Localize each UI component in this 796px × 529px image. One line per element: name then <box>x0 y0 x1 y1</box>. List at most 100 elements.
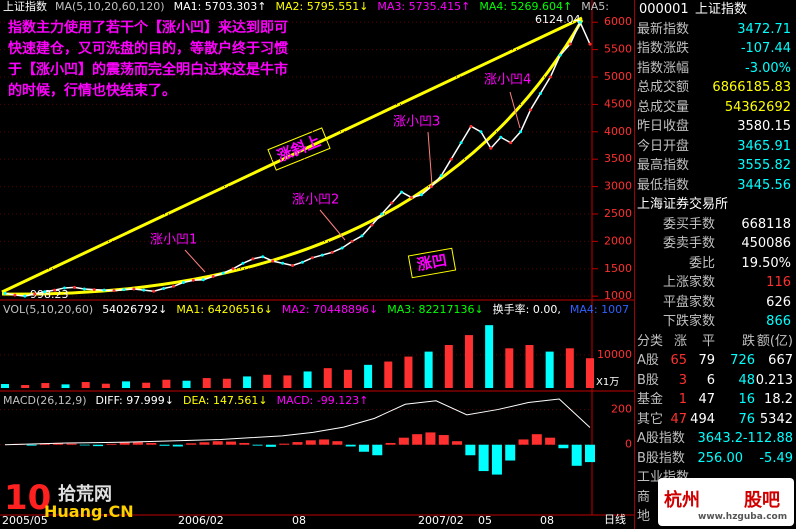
logo-name: 拾荒网 <box>58 484 112 505</box>
indicator-value: MA4: 5269.604↑ <box>479 0 572 13</box>
quote-row: 000001 上证指数 <box>635 0 795 19</box>
y-tick-label: 1000 <box>604 289 632 302</box>
quote-cell: 256.00 <box>697 450 744 466</box>
diff-line <box>4 398 591 446</box>
quote-cell: 0.213 <box>755 372 793 388</box>
price-point <box>340 246 344 250</box>
price-point <box>509 141 513 145</box>
price-point <box>558 53 562 57</box>
price-point <box>201 278 205 282</box>
price-point <box>489 146 493 150</box>
indicator-value: MA2: 5795.551↓ <box>276 0 369 13</box>
price-point <box>122 288 126 292</box>
dip-label: 涨小凹1 <box>150 233 197 248</box>
indicator-name: 上证指数 <box>3 0 47 13</box>
quote-cell: 最新指数 <box>637 21 690 37</box>
y-tick-label: 1500 <box>604 262 632 275</box>
y-tick-label: 3500 <box>604 152 632 165</box>
price-point <box>13 293 17 297</box>
quote-row: 地 <box>635 507 795 526</box>
macd-bar <box>345 444 356 447</box>
trend-label: 涨凹 <box>416 251 449 274</box>
macd-bar <box>531 434 542 445</box>
logo-city: 杭州 <box>664 490 700 511</box>
volume-bar <box>343 369 352 388</box>
quote-row: 基金 1 47 16 18.2 <box>635 390 795 409</box>
price-point <box>221 271 225 275</box>
volume-bar <box>81 382 90 388</box>
quote-row: 上涨家数 116 <box>635 273 795 292</box>
macd-bar <box>79 444 90 446</box>
macd-bar <box>319 439 330 445</box>
quote-cell: 6866185.83 <box>712 80 791 95</box>
quote-cell: 000001 <box>639 2 689 17</box>
price-point <box>350 239 354 243</box>
dip-label: 涨小凹4 <box>484 73 531 88</box>
quote-row: 指数涨幅 -3.00% <box>635 59 795 78</box>
price-point <box>251 257 255 261</box>
quote-row: 最新指数 3472.71 <box>635 20 795 39</box>
quote-cell: 今日开盘 <box>637 138 690 154</box>
quote-row: 委卖手数 450086 <box>635 234 795 253</box>
macd-bar <box>93 444 104 447</box>
quote-row: 委比 19.50% <box>635 254 795 273</box>
quote-row: 今日开盘 3465.91 <box>635 137 795 156</box>
macd-bar <box>465 444 476 456</box>
indicator-value: MA3: 82217136↓ <box>387 303 483 316</box>
indicator-value: DIFF: 97.999↓ <box>96 394 174 407</box>
quote-cell: 450086 <box>741 236 791 251</box>
macd-bar <box>558 444 569 449</box>
macd-bar <box>332 441 343 445</box>
quote-row: A股指数 3643.2 -112.88 <box>635 429 795 448</box>
price-point <box>538 91 542 95</box>
y-tick-label: 4500 <box>604 97 632 110</box>
quote-row: B股指数 256.00 -5.49 <box>635 449 795 468</box>
macd-bar <box>265 444 276 447</box>
y-tick-label: 3000 <box>604 180 632 193</box>
macd-bar <box>146 442 157 445</box>
indicator-value: DEA: 147.561↓ <box>183 394 268 407</box>
quote-row: 总成交量 54362692 <box>635 98 795 117</box>
volume-bar <box>586 358 594 388</box>
quote-cell: 726 <box>730 353 755 368</box>
quote-cell: 指数涨跌 <box>637 41 690 56</box>
volume-bar <box>444 345 453 388</box>
quote-row: 委买手数 668118 <box>635 215 795 234</box>
macd-bar <box>226 441 237 445</box>
quote-cell: 3465.91 <box>737 138 791 154</box>
quote-cell: 866 <box>766 314 791 329</box>
volume-bar <box>505 348 514 388</box>
quote-cell: -3.00% <box>745 60 791 76</box>
price-point <box>469 124 473 128</box>
price-point <box>53 288 57 292</box>
price-point <box>360 234 364 238</box>
quote-cell: 总成交量 <box>637 99 690 115</box>
macd-bar <box>292 442 303 445</box>
quote-cell: 76 <box>738 411 755 427</box>
quote-cell: 3 <box>678 372 687 388</box>
volume-bar <box>142 382 151 388</box>
period-label: 日线 <box>604 512 626 526</box>
price-point <box>380 212 384 216</box>
x-tick-label: 2005/05 <box>2 514 48 527</box>
price-point <box>62 286 66 290</box>
x-tick-label: 08 <box>292 514 306 527</box>
y-tick-label: 4000 <box>604 125 632 138</box>
macd-bar <box>186 443 197 445</box>
volume-bar <box>424 351 433 388</box>
price-point <box>578 20 582 24</box>
price-point <box>82 287 86 291</box>
quote-cell: -5.49 <box>759 450 793 466</box>
macd-bar <box>478 444 489 472</box>
dip-label: 涨小凹3 <box>393 115 440 130</box>
price-point <box>261 255 265 259</box>
volume-bar <box>61 384 70 388</box>
macd-bar <box>585 444 595 463</box>
price-point <box>320 253 324 257</box>
quote-cell: 3580.15 <box>737 119 791 134</box>
volume-bar <box>525 345 534 388</box>
macd-bar <box>212 441 223 445</box>
low-label: 998.23 <box>30 288 69 301</box>
quote-cell: 分类 <box>637 333 664 349</box>
macd-bar <box>545 437 556 445</box>
